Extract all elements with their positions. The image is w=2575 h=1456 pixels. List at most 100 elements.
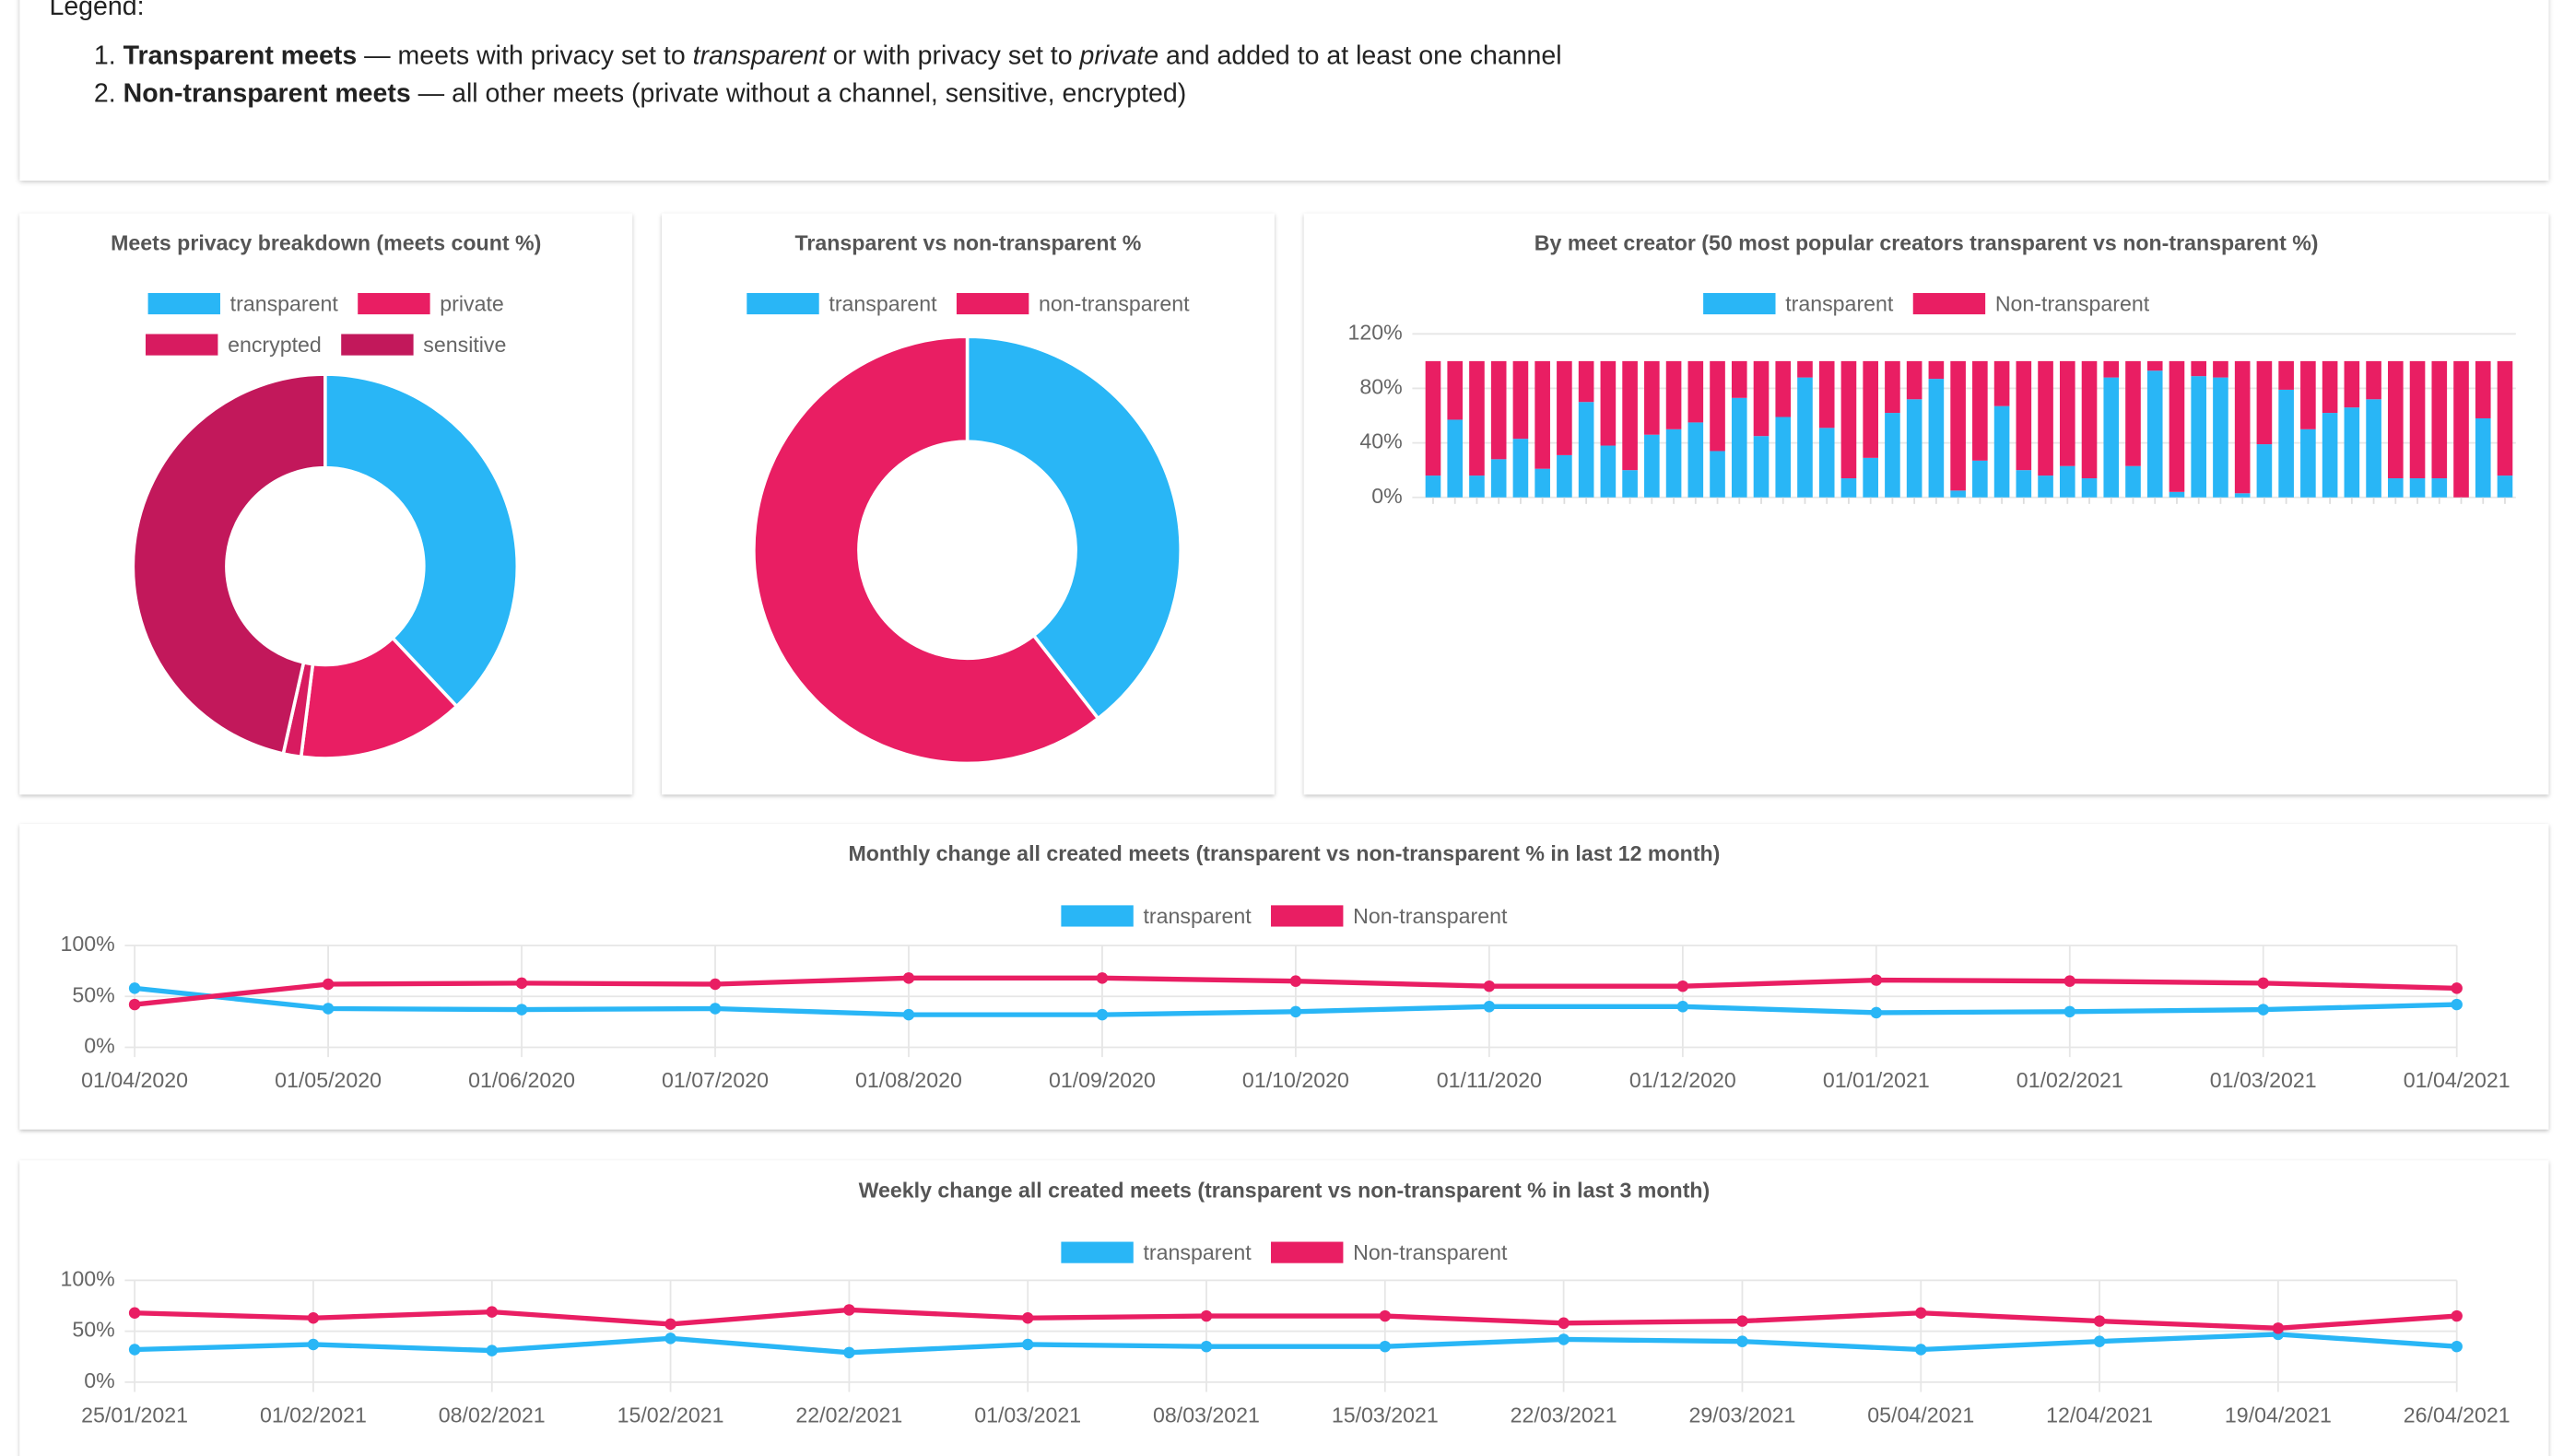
point [2451,982,2463,994]
bar [1622,360,1638,471]
legend-swatch [358,292,430,315]
x-tick-label: 01/06/2020 [468,1068,575,1092]
y-tick-label: 100% [60,932,114,956]
point [664,1318,676,1331]
bar [1753,436,1770,498]
bar [2388,360,2404,479]
y-tick-label: 0% [84,1034,114,1058]
chart-title: Transparent vs non-transparent % [795,231,1142,255]
bar [2344,360,2360,408]
pie-slice [752,335,1101,766]
bar [2213,377,2228,498]
y-tick-label: 50% [72,1318,114,1342]
bar [2169,491,2185,498]
point [1483,1001,1496,1013]
y-tick-label: 80% [1359,375,1402,399]
bar [1687,360,1704,423]
bar [2431,360,2448,479]
point [515,1004,528,1016]
bar [2453,360,2469,498]
line [135,1332,2457,1356]
point [1200,1340,1213,1353]
bar [1644,360,1660,435]
bar [2234,360,2251,494]
x-tick-label: 15/02/2021 [617,1403,724,1427]
legend-label: Non-transparent [1995,291,2150,315]
bar [2409,478,2426,498]
point [1558,1333,1570,1345]
point [1915,1307,1927,1319]
bar [2081,478,2098,498]
x-tick-label: 15/03/2021 [1332,1403,1439,1427]
point [128,998,141,1011]
bar [2497,360,2513,476]
point [2451,998,2463,1011]
bar [2344,407,2360,498]
y-tick-label: 0% [1371,484,1402,508]
bar [2213,360,2228,378]
bar [1578,402,1594,498]
point [902,972,915,984]
bar [2125,465,2141,498]
term: Non-transparent meets [123,80,411,109]
legend-label: transparent [1143,1240,1252,1264]
bar [1490,459,1507,498]
legend-swatch [341,334,414,356]
chart-title: By meet creator (50 most popular creator… [1534,231,2319,255]
x-tick-label: 25/01/2021 [81,1403,188,1427]
x-tick-label: 26/04/2021 [2404,1403,2510,1427]
point [486,1344,498,1356]
bar [1950,360,1966,491]
pie-slice [323,372,520,709]
bar [1447,360,1464,420]
x-tick-label: 01/01/2021 [1823,1068,1930,1092]
x-tick-label: 22/03/2021 [1511,1403,1617,1427]
x-tick-label: 01/03/2021 [2210,1068,2317,1092]
legend-item: Transparent meets — meets with privacy s… [123,38,1562,76]
point [664,1333,676,1344]
point [1379,1309,1392,1322]
legend-swatch [1703,292,1776,315]
point [2272,1322,2285,1334]
bar [1687,422,1704,498]
bar [1972,360,1988,461]
bar [1665,429,1682,498]
point [1289,1005,1302,1018]
bar [1425,476,1441,498]
bar [2366,399,2381,498]
bar [1775,417,1792,498]
point [2257,1004,2269,1016]
bar [1447,419,1464,498]
legend-list: Transparent meets — meets with privacy s… [94,38,1562,113]
point [307,1312,320,1324]
point [1676,1001,1689,1013]
point [1021,1338,1034,1351]
x-tick-label: 01/04/2020 [81,1068,188,1092]
legend-label: non-transparent [1039,291,1190,315]
x-tick-label: 01/12/2020 [1629,1068,1736,1092]
text: and added to at least one channel [1158,42,1562,71]
card [19,824,2549,1130]
point [307,1338,320,1351]
x-tick-label: 19/04/2021 [2225,1403,2332,1427]
bar [1644,434,1660,498]
bar [1534,468,1550,498]
bar [1797,377,1813,498]
x-tick-label: 01/02/2021 [2016,1068,2123,1092]
line [135,1307,2457,1331]
legend-swatch [147,292,220,315]
bar [2059,465,2075,498]
bar [1863,457,1878,498]
bar [1512,360,1529,440]
bar [2256,360,2273,445]
legend-label: Non-transparent [1353,1240,1508,1264]
text: — all other meets (private without a cha… [417,80,1187,109]
bar [2388,478,2404,498]
bar [1840,360,1857,479]
bar [1557,454,1572,498]
bar [1600,445,1617,498]
point [1870,1006,1883,1019]
legend-swatch [747,292,819,315]
